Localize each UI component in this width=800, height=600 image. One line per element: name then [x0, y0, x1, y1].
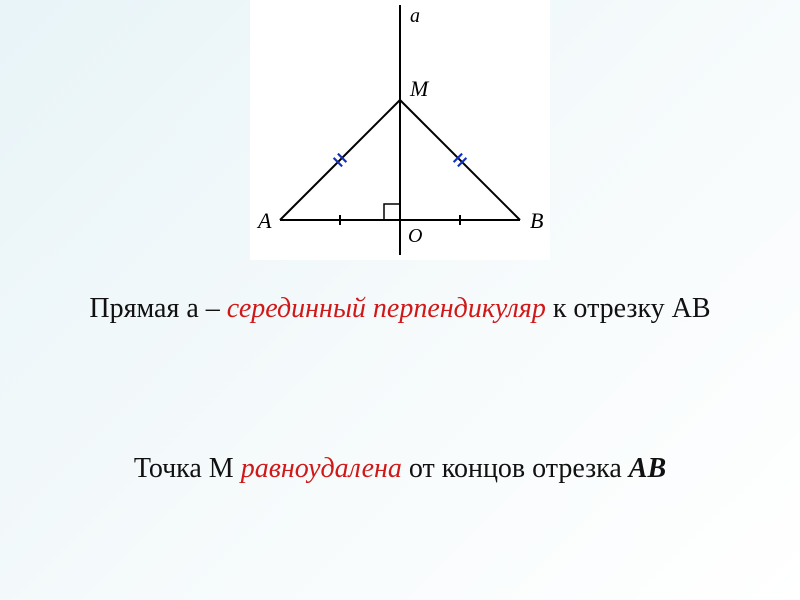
caption-1-red: серединный перпендикуляр [227, 293, 546, 324]
svg-text:M: M [409, 76, 430, 101]
svg-text:B: B [530, 208, 543, 233]
svg-text:O: O [408, 225, 422, 247]
geometry-diagram: A B O Ma [250, 0, 550, 260]
caption-2-red: равноудалена [241, 453, 402, 484]
caption-line-1: Прямая а – серединный перпендикуляр к от… [0, 290, 800, 328]
caption-2-ab: АВ [629, 453, 666, 484]
caption-2-post: от концов отрезка [402, 453, 629, 484]
svg-text:A: A [256, 208, 272, 233]
caption-1-pre: Прямая а – [89, 293, 226, 324]
caption-2-pre: Точка М [134, 453, 241, 484]
caption-1-post: к отрезку АВ [546, 293, 711, 324]
caption-line-2: Точка М равноудалена от концов отрезка А… [0, 450, 800, 488]
svg-text:a: a [410, 5, 420, 27]
